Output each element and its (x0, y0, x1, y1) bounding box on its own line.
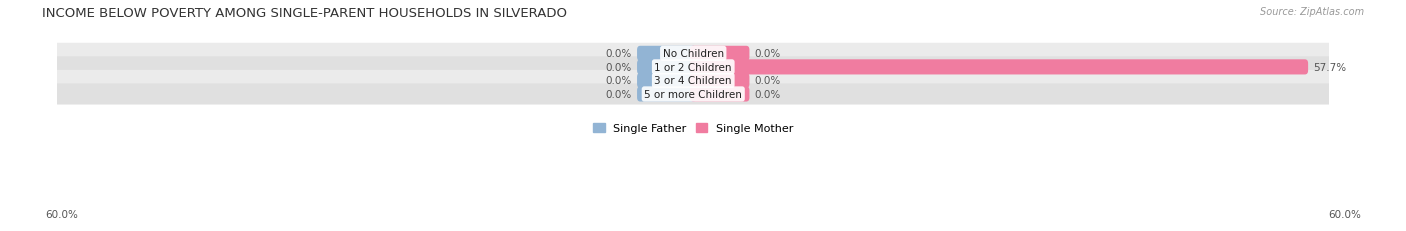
Legend: Single Father, Single Mother: Single Father, Single Mother (593, 123, 793, 134)
FancyBboxPatch shape (690, 73, 749, 89)
Text: 0.0%: 0.0% (606, 63, 631, 73)
FancyBboxPatch shape (690, 47, 749, 62)
Text: INCOME BELOW POVERTY AMONG SINGLE-PARENT HOUSEHOLDS IN SILVERADO: INCOME BELOW POVERTY AMONG SINGLE-PARENT… (42, 7, 567, 20)
FancyBboxPatch shape (637, 73, 696, 89)
Text: 0.0%: 0.0% (755, 49, 780, 59)
Text: Source: ZipAtlas.com: Source: ZipAtlas.com (1260, 7, 1364, 17)
FancyBboxPatch shape (53, 84, 1333, 105)
Text: 60.0%: 60.0% (1329, 210, 1361, 219)
Text: 0.0%: 0.0% (606, 90, 631, 100)
Text: 57.7%: 57.7% (1313, 63, 1347, 73)
FancyBboxPatch shape (53, 70, 1333, 91)
Text: 0.0%: 0.0% (755, 76, 780, 86)
Text: 5 or more Children: 5 or more Children (644, 90, 742, 100)
FancyBboxPatch shape (53, 57, 1333, 78)
FancyBboxPatch shape (637, 87, 696, 102)
FancyBboxPatch shape (637, 47, 696, 62)
FancyBboxPatch shape (637, 60, 696, 75)
Text: 0.0%: 0.0% (606, 49, 631, 59)
Text: 0.0%: 0.0% (755, 90, 780, 100)
Text: 1 or 2 Children: 1 or 2 Children (655, 63, 733, 73)
Text: 60.0%: 60.0% (45, 210, 77, 219)
FancyBboxPatch shape (690, 87, 749, 102)
FancyBboxPatch shape (690, 60, 1308, 75)
Text: No Children: No Children (662, 49, 724, 59)
Text: 0.0%: 0.0% (606, 76, 631, 86)
Text: 3 or 4 Children: 3 or 4 Children (655, 76, 733, 86)
FancyBboxPatch shape (53, 44, 1333, 65)
